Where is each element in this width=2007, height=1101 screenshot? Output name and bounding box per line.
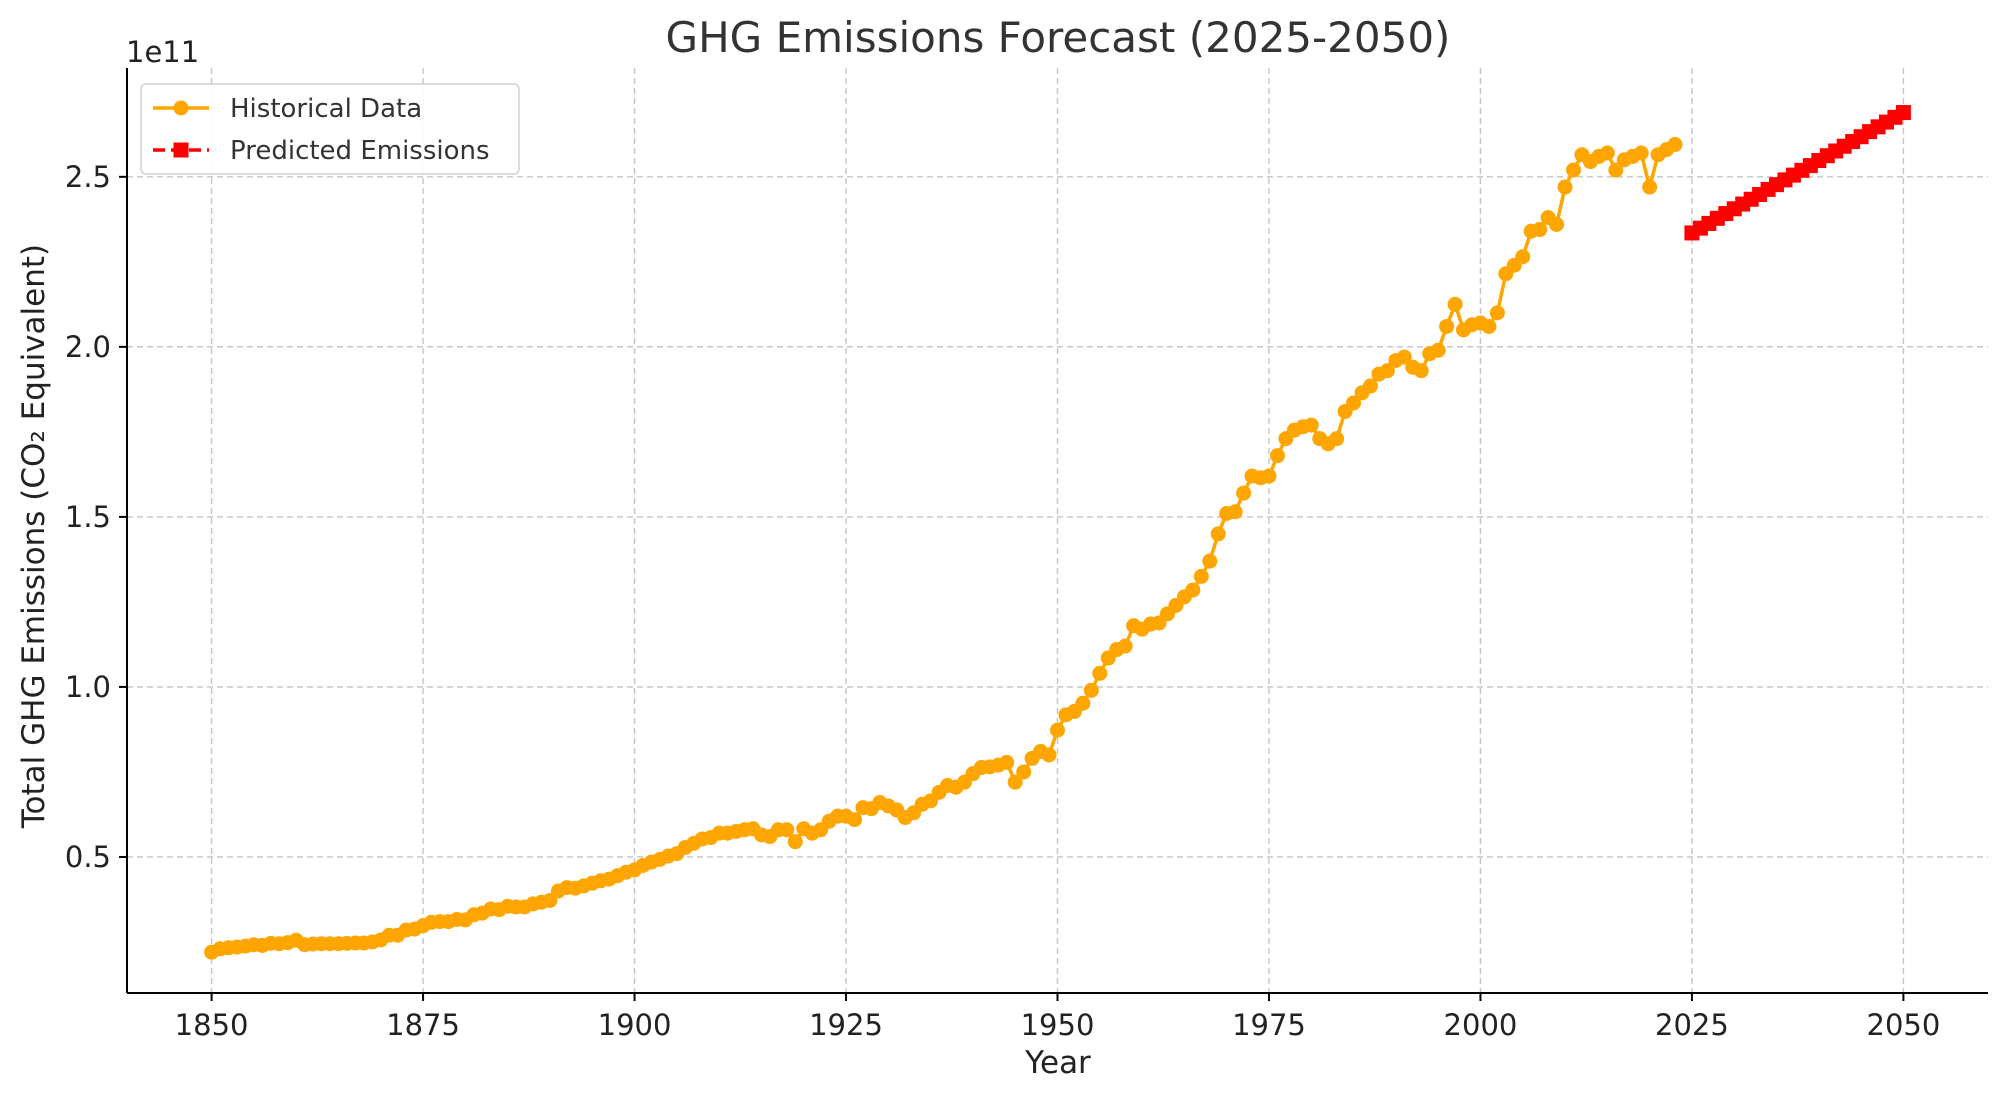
grid-lines bbox=[127, 68, 1988, 993]
data-point bbox=[1261, 468, 1277, 484]
data-point bbox=[1007, 774, 1023, 790]
x-tick-label: 1925 bbox=[809, 1008, 883, 1042]
data-point bbox=[1202, 553, 1218, 569]
data-point bbox=[1489, 305, 1505, 321]
series-line bbox=[210, 143, 1676, 954]
data-point bbox=[1439, 318, 1455, 334]
data-point bbox=[1083, 682, 1099, 698]
data-point bbox=[1633, 145, 1649, 161]
legend: Historical Data Predicted Emissions bbox=[140, 83, 520, 175]
y-axis-offset-label: 1e11 bbox=[126, 35, 199, 69]
series-historical-data bbox=[204, 137, 1683, 960]
x-tick-label: 2000 bbox=[1444, 1008, 1518, 1042]
x-tick-label: 1850 bbox=[175, 1008, 249, 1042]
data-point bbox=[1236, 485, 1252, 501]
data-point bbox=[1430, 342, 1446, 358]
data-point bbox=[1303, 417, 1319, 433]
data-point bbox=[1557, 179, 1573, 195]
data-point bbox=[999, 754, 1015, 770]
data-point bbox=[1050, 722, 1065, 738]
legend-marker bbox=[173, 142, 189, 158]
data-point bbox=[1329, 431, 1345, 447]
data-point bbox=[1092, 665, 1108, 681]
data-point bbox=[1227, 504, 1243, 520]
data-point bbox=[1549, 216, 1565, 232]
data-point bbox=[1362, 378, 1378, 394]
data-point bbox=[846, 812, 862, 828]
x-tick-label: 1875 bbox=[386, 1008, 460, 1042]
legend-frame bbox=[140, 83, 520, 175]
data-point bbox=[1041, 747, 1057, 763]
y-axis-label: Total GHG Emissions (CO₂ Equivalent) bbox=[16, 244, 52, 829]
data-point bbox=[1667, 137, 1683, 153]
data-point bbox=[1566, 162, 1582, 178]
y-tick-label: 2.0 bbox=[65, 330, 111, 364]
data-point bbox=[1193, 568, 1209, 584]
data-point bbox=[1185, 582, 1201, 598]
data-point bbox=[1642, 179, 1658, 195]
y-tick-label: 0.5 bbox=[65, 840, 111, 874]
data-point bbox=[1379, 363, 1395, 379]
legend-label: Historical Data bbox=[230, 94, 422, 124]
x-tick-label: 1975 bbox=[1232, 1008, 1306, 1042]
data-point bbox=[1016, 764, 1032, 780]
legend-item: Predicted Emissions bbox=[153, 136, 490, 166]
data-point bbox=[1075, 695, 1091, 711]
data-point bbox=[1269, 448, 1285, 464]
data-point bbox=[787, 834, 803, 850]
series-predicted-emissions bbox=[1684, 105, 1911, 241]
plot-series bbox=[204, 105, 1911, 960]
data-point bbox=[1481, 318, 1497, 334]
data-point bbox=[1895, 105, 1911, 121]
data-point bbox=[1608, 162, 1624, 178]
data-point bbox=[1532, 222, 1548, 238]
data-point bbox=[1396, 349, 1412, 365]
y-tick-label: 2.5 bbox=[65, 160, 111, 194]
x-axis-label: Year bbox=[1024, 1045, 1091, 1081]
x-tick-label: 2025 bbox=[1655, 1008, 1729, 1042]
legend-item: Historical Data bbox=[153, 94, 422, 124]
y-tick-label: 1.5 bbox=[65, 500, 111, 534]
data-point bbox=[779, 822, 795, 838]
data-point bbox=[1210, 526, 1226, 542]
data-point bbox=[1117, 638, 1133, 654]
data-point bbox=[1346, 395, 1362, 411]
y-tick-label: 1.0 bbox=[65, 670, 111, 704]
data-point bbox=[1413, 363, 1429, 379]
x-tick-label: 1900 bbox=[598, 1008, 672, 1042]
legend-marker bbox=[173, 100, 189, 116]
data-point bbox=[1515, 249, 1531, 265]
legend-label: Predicted Emissions bbox=[230, 136, 490, 166]
chart-title: GHG Emissions Forecast (2025-2050) bbox=[666, 13, 1451, 62]
axes: 1850 1875 1900 1925 1950 1975 2000 2025 2050 0.5 1… bbox=[65, 68, 1988, 1042]
data-point bbox=[1447, 296, 1463, 312]
x-tick-label: 1950 bbox=[1021, 1008, 1095, 1042]
x-tick-label: 2050 bbox=[1867, 1008, 1941, 1042]
data-point bbox=[1599, 145, 1615, 161]
